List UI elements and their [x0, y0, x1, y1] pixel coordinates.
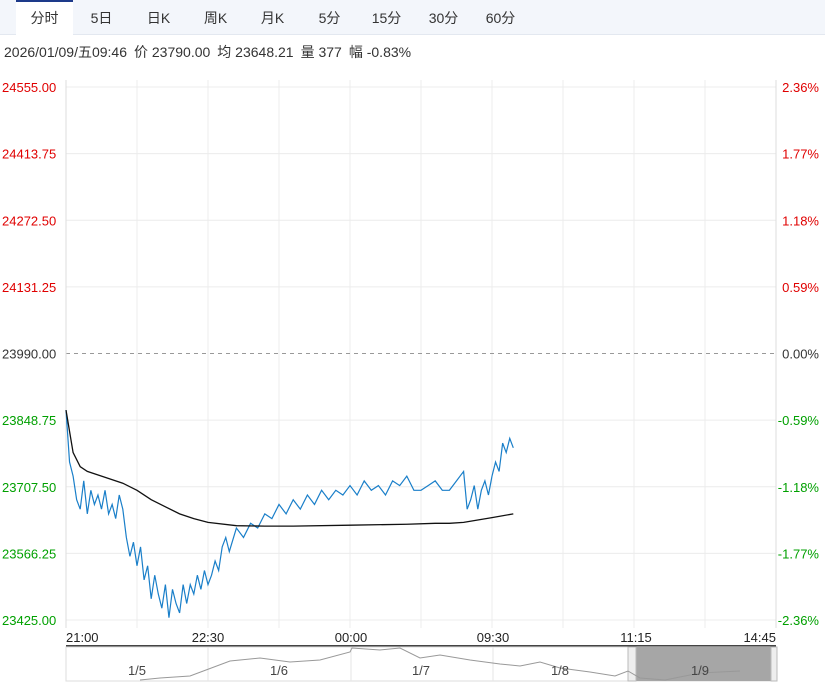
pct-tick: 0.59%	[782, 280, 819, 295]
tab-5[interactable]: 5分	[318, 10, 341, 26]
x-tick: 00:00	[335, 630, 368, 645]
y-tick: 24413.75	[2, 147, 56, 162]
pct-tick: 1.18%	[782, 213, 819, 228]
tab-1[interactable]: 5日	[90, 10, 113, 26]
navigator-handle-right[interactable]	[770, 646, 778, 682]
tab-2[interactable]: 日K	[146, 10, 171, 26]
avg-price: 均 23648.21	[217, 44, 294, 60]
pct-tick: -2.36%	[778, 613, 820, 628]
period-tabs: 分时 5日 日K 周K 月K 5分 15分 30分 60分	[0, 0, 825, 35]
tab-7[interactable]: 30分	[428, 10, 459, 26]
navigator-handle-left[interactable]	[627, 646, 637, 682]
volume: 量 377	[300, 44, 342, 60]
navigator-label: 1/8	[551, 663, 569, 678]
pct-tick: -1.77%	[778, 546, 820, 561]
navigator-label: 1/7	[412, 663, 430, 678]
y-tick: 23566.25	[2, 546, 56, 561]
navigator-line	[139, 647, 741, 681]
y-tick: 24555.00	[2, 80, 56, 95]
y-tick: 23707.50	[2, 480, 56, 495]
navigator-label: 1/5	[128, 663, 146, 678]
tab-3[interactable]: 周K	[203, 10, 228, 26]
tab-8[interactable]: 60分	[485, 10, 516, 26]
avg-line	[65, 409, 514, 527]
price: 价 23790.00	[134, 44, 211, 60]
x-tick: 09:30	[477, 630, 510, 645]
x-tick: 22:30	[192, 630, 225, 645]
y-tick: 24272.50	[2, 213, 56, 228]
x-tick: 14:45	[743, 630, 776, 645]
tab-0[interactable]: 分时	[16, 0, 73, 35]
tab-4[interactable]: 月K	[260, 10, 285, 26]
x-tick: 21:00	[66, 630, 99, 645]
x-tick: 11:15	[620, 630, 652, 645]
y-tick: 23848.75	[2, 413, 56, 428]
y-tick: 24131.25	[2, 280, 56, 295]
price-line	[65, 410, 514, 618]
navigator-label: 1/9	[691, 663, 709, 678]
y-tick: 23425.00	[2, 613, 56, 628]
datetime: 2026/01/09/五09:46	[4, 44, 127, 60]
tab-6[interactable]: 15分	[371, 10, 402, 26]
y-tick: 23990.00	[2, 347, 56, 362]
pct-tick: 0.00%	[782, 347, 819, 362]
navigator-label: 1/6	[270, 663, 288, 678]
pct-tick: 1.77%	[782, 147, 819, 162]
pct-tick: -1.18%	[778, 480, 820, 495]
quote-info: 2026/01/09/五09:46 价 23790.00 均 23648.21 量 3…	[4, 42, 418, 62]
change-pct: 幅 -0.83%	[348, 44, 412, 60]
pct-tick: -0.59%	[778, 413, 820, 428]
navigator-selection[interactable]	[636, 647, 771, 681]
pct-tick: 2.36%	[782, 80, 819, 95]
